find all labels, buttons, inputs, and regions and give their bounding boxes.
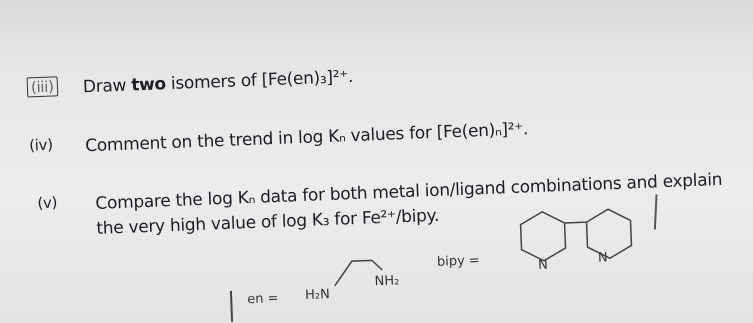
ring: [519, 210, 567, 262]
bond: [564, 221, 587, 224]
en-right: NH₂: [374, 273, 399, 289]
ring-atom: N: [598, 250, 608, 265]
bipy-label: bipy =: [437, 253, 480, 270]
en-left: H₂N: [305, 287, 330, 303]
bracket: [653, 194, 658, 230]
ring-atom: N: [538, 258, 548, 273]
ring: [585, 208, 633, 260]
bracket: [229, 290, 234, 322]
en-backbone: [334, 259, 383, 287]
en-label: en =: [247, 291, 279, 307]
